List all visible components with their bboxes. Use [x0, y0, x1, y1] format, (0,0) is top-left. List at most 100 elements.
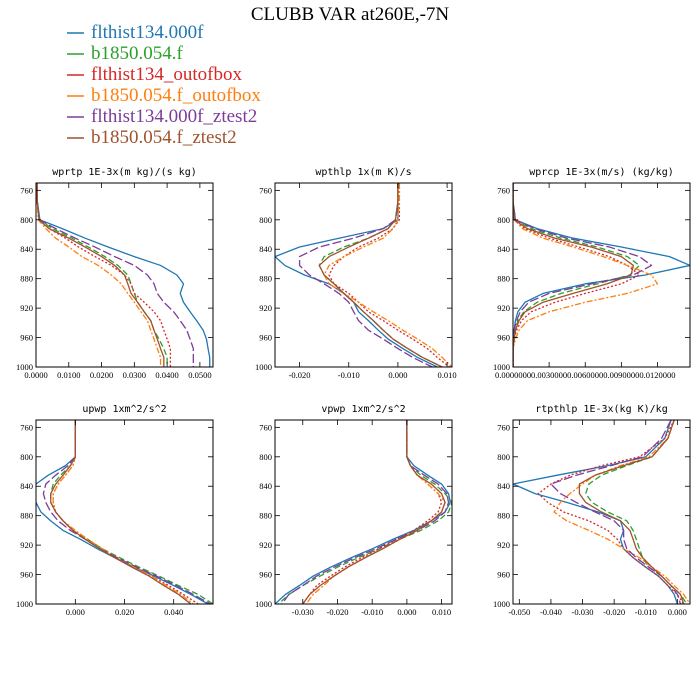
series-line — [36, 420, 209, 604]
y-tick-label: 800 — [20, 452, 33, 462]
x-tick-label: 0.0060000 — [567, 370, 603, 380]
series-group — [275, 420, 452, 604]
series-line — [305, 420, 446, 604]
y-tick-label: 840 — [20, 244, 33, 254]
y-tick-label: 960 — [20, 333, 33, 343]
y-tick-label: 800 — [259, 452, 272, 462]
panel: rtpthlp 1E-3x(kg K)/kg 760 800 840 880 920 960… — [493, 404, 691, 617]
panel: vpwp 1xm^2/s^2 760 800 840 880 920 960 1000 -0.0… — [255, 404, 453, 617]
series-line — [585, 420, 688, 604]
series-line — [553, 420, 690, 604]
panel-title: wprcp 1E-3x(m/s) (kg/kg) — [529, 167, 674, 178]
panel-title: upwp 1xm^2/s^2 — [82, 404, 166, 415]
y-tick-label: 800 — [497, 215, 510, 225]
y-tick-label: 760 — [20, 185, 33, 195]
y-tick-label: 760 — [259, 185, 272, 195]
y-tick-label: 840 — [259, 244, 272, 254]
x-tick-label: 0.0090000 — [603, 370, 639, 380]
panel: upwp 1xm^2/s^2 760 800 840 880 920 960 1000 0.00… — [16, 404, 214, 617]
y-tick-label: 1000 — [255, 599, 272, 609]
figure-title: CLUBB VAR at260E,-7N — [251, 4, 450, 25]
series-line — [537, 420, 685, 604]
series-group — [513, 183, 690, 367]
y-tick-label: 960 — [20, 570, 33, 580]
panel-title: vpwp 1xm^2/s^2 — [321, 404, 405, 415]
y-tick-label: 1000 — [493, 362, 510, 372]
y-tick-label: 960 — [497, 570, 510, 580]
y-tick-label: 920 — [259, 540, 272, 550]
panel: wprtp 1E-3x(m kg)/(s kg) 760 800 840 880 920 9… — [16, 167, 214, 380]
plot-frame — [274, 419, 453, 605]
series-line — [278, 420, 452, 604]
legend-entry: flthist134_outofbox — [91, 64, 242, 85]
series-line — [318, 183, 443, 367]
series-line — [52, 420, 194, 604]
y-tick-label: 1000 — [493, 599, 510, 609]
y-tick-label: 920 — [20, 540, 33, 550]
x-tick-label: 0.0030000 — [531, 370, 567, 380]
y-tick-label: 840 — [497, 481, 510, 491]
x-tick-label: 0.0000 — [24, 370, 47, 380]
y-tick-label: 800 — [497, 452, 510, 462]
x-tick-label: 0.0500 — [188, 370, 211, 380]
x-tick-label: -0.020 — [289, 370, 311, 380]
series-line — [36, 183, 172, 367]
y-tick-label: 920 — [259, 303, 272, 313]
x-tick-label: 0.000 — [397, 607, 416, 617]
x-tick-label: 0.0000000 — [495, 370, 531, 380]
x-tick-label: 0.010 — [432, 607, 451, 617]
x-tick-label: -0.020 — [603, 607, 625, 617]
legend-entry: flthist134.000f — [91, 22, 204, 43]
y-tick-label: 760 — [259, 422, 272, 432]
series-line — [281, 420, 450, 604]
x-tick-label: 0.020 — [115, 607, 134, 617]
legend-entry: flthist134.000f_ztest2 — [91, 106, 257, 127]
y-tick-label: 800 — [259, 215, 272, 225]
y-tick-label: 1000 — [16, 599, 33, 609]
y-tick-label: 880 — [259, 511, 272, 521]
x-tick-label: 0.0400 — [155, 370, 178, 380]
legend-entry: b1850.054.f_outofbox — [91, 85, 261, 106]
y-tick-label: 880 — [497, 274, 510, 284]
series-line — [513, 183, 635, 367]
x-tick-label: 0.010 — [438, 370, 457, 380]
series-line — [42, 420, 211, 604]
legend-entry: b1850.054.f_ztest2 — [91, 127, 237, 148]
series-line — [513, 183, 641, 367]
series-line — [298, 183, 433, 367]
series-line — [275, 420, 451, 604]
series-line — [318, 183, 443, 367]
series-line — [302, 420, 446, 604]
plot-frame — [35, 182, 214, 368]
series-line — [513, 183, 659, 367]
y-tick-label: 800 — [20, 215, 33, 225]
panel-title: wpthlp 1x(m K)/s — [315, 167, 411, 178]
x-tick-label: 0.0120000 — [639, 370, 675, 380]
series-group — [275, 183, 452, 367]
series-line — [36, 183, 194, 367]
y-tick-label: 1000 — [255, 362, 272, 372]
x-tick-label: -0.020 — [326, 607, 348, 617]
series-line — [302, 420, 443, 604]
series-group — [36, 183, 211, 367]
series-line — [36, 183, 211, 367]
x-tick-label: -0.010 — [338, 370, 360, 380]
y-tick-label: 760 — [497, 185, 510, 195]
legend-entry: b1850.054.f — [91, 43, 184, 64]
x-tick-label: -0.030 — [572, 607, 594, 617]
x-tick-label: -0.050 — [508, 607, 530, 617]
x-tick-label: 0.0300 — [123, 370, 146, 380]
panel: wpthlp 1x(m K)/s 760 800 840 880 920 960 1000 -0… — [255, 167, 457, 380]
panel-title: wprtp 1E-3x(m kg)/(s kg) — [52, 167, 197, 178]
series-line — [36, 183, 162, 367]
y-tick-label: 880 — [20, 274, 33, 284]
x-tick-label: -0.040 — [540, 607, 562, 617]
x-tick-label: 0.000 — [66, 607, 85, 617]
y-tick-label: 880 — [497, 511, 510, 521]
y-tick-label: 880 — [259, 274, 272, 284]
panels: wprtp 1E-3x(m kg)/(s kg) 760 800 840 880 920 9… — [16, 167, 691, 617]
plot-frame — [512, 182, 691, 368]
series-line — [513, 183, 641, 367]
y-tick-label: 880 — [20, 511, 33, 521]
y-tick-label: 840 — [259, 481, 272, 491]
